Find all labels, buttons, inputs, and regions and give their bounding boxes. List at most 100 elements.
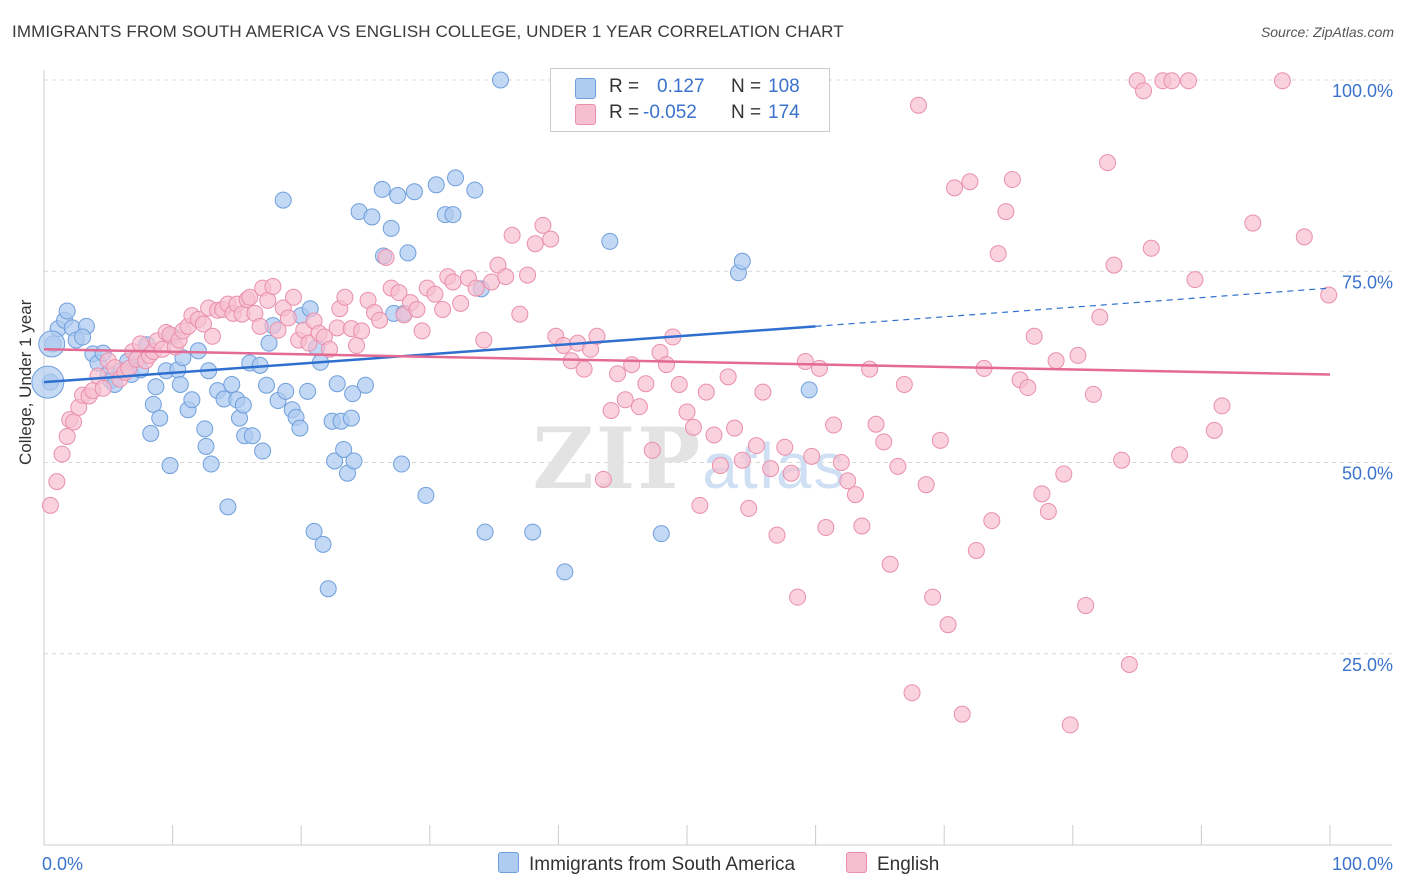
point-english [194, 315, 212, 333]
point-english [336, 288, 354, 306]
trend-line-immigrants [43, 325, 816, 384]
point-english [1025, 327, 1043, 345]
point-english [1180, 72, 1198, 90]
point-immigrants [389, 187, 407, 205]
point-english [997, 203, 1015, 221]
point-immigrants [243, 427, 261, 445]
point-english [511, 305, 529, 323]
point-english [989, 245, 1007, 263]
point-english [881, 555, 899, 573]
x-tick-label: 0.0% [42, 854, 83, 874]
point-immigrants [223, 375, 241, 393]
trend-line-english [43, 348, 1331, 376]
point-english [762, 460, 780, 478]
point-english [542, 230, 560, 248]
point-immigrants [202, 455, 220, 473]
point-immigrants [171, 375, 189, 393]
point-immigrants [291, 419, 309, 437]
point-immigrants [183, 391, 201, 409]
point-english [670, 375, 688, 393]
point-immigrants [257, 376, 275, 394]
point-immigrants [601, 232, 619, 250]
point-english [825, 416, 843, 434]
gridlines [44, 79, 1392, 655]
bottom-legend-english: English [846, 852, 939, 876]
point-immigrants [314, 535, 332, 553]
point-english [269, 321, 287, 339]
point-immigrants [345, 452, 363, 470]
point-immigrants [524, 523, 542, 541]
point-english [697, 383, 715, 401]
point-english [1039, 502, 1057, 520]
point-immigrants [800, 381, 818, 399]
point-english [924, 588, 942, 606]
point-english [264, 278, 282, 296]
trend-line-immigrants-extension [815, 287, 1331, 327]
point-english [519, 266, 537, 284]
point-english [1105, 256, 1123, 274]
point-immigrants [405, 183, 423, 201]
point-english [1163, 72, 1181, 90]
point-english [726, 419, 744, 437]
legend-n-label: N = [731, 76, 762, 97]
point-immigrants [274, 191, 292, 209]
legend-swatch-blue [575, 78, 596, 99]
point-english [861, 360, 879, 378]
point-english [733, 451, 751, 469]
point-english [637, 375, 655, 393]
point-english [961, 173, 979, 191]
bottom-legend-swatch-pink [846, 852, 867, 873]
correlation-legend: R = 0.127 N = 108 R = -0.052 N = 174 [550, 68, 830, 132]
point-english [371, 311, 389, 329]
point-english [300, 334, 318, 352]
point-english [839, 472, 857, 490]
tick-labels: 25.0% 50.0% 75.0% 100.0% 0.0% 100.0% [42, 81, 1393, 874]
point-english [1113, 451, 1131, 469]
point-english [1077, 597, 1095, 615]
point-english [1273, 72, 1291, 90]
point-english [1120, 655, 1138, 673]
point-english [353, 322, 371, 340]
point-immigrants [492, 71, 510, 89]
point-immigrants [328, 375, 346, 393]
point-immigrants [417, 486, 435, 504]
point-immigrants [234, 396, 252, 414]
point-immigrants [733, 252, 751, 270]
point-english [939, 616, 957, 634]
legend-r-value: -0.052 [643, 102, 697, 123]
point-immigrants [342, 409, 360, 427]
point-english [616, 391, 634, 409]
point-english [1244, 214, 1262, 232]
point-english [1091, 308, 1109, 326]
point-english [48, 473, 66, 491]
point-immigrants [399, 244, 417, 262]
point-immigrants [38, 330, 66, 358]
point-immigrants [151, 409, 169, 427]
chart-title: IMMIGRANTS FROM SOUTH AMERICA VS ENGLISH… [12, 22, 844, 41]
point-english [1003, 170, 1021, 188]
point-english [889, 457, 907, 475]
point-english [810, 359, 828, 377]
point-immigrants [427, 176, 445, 194]
y-axis-label: College, Under 1 year [16, 299, 35, 465]
point-english [483, 273, 501, 291]
point-english [931, 431, 949, 449]
point-english [817, 519, 835, 537]
point-immigrants [197, 437, 215, 455]
point-english [1213, 397, 1231, 415]
point-english [251, 317, 269, 335]
point-english [1084, 385, 1102, 403]
point-english [408, 301, 426, 318]
point-english [426, 285, 444, 303]
legend-r-label: R = [609, 76, 640, 97]
legend-swatch-pink [575, 104, 596, 125]
point-immigrants [196, 420, 214, 438]
bottom-legend-swatch-blue [498, 852, 519, 873]
bottom-legend-label: English [877, 854, 940, 875]
trend-lines [43, 287, 1331, 384]
point-english [1069, 346, 1087, 364]
point-english [832, 454, 850, 471]
point-english [917, 476, 935, 494]
point-immigrants [447, 169, 465, 187]
point-english [782, 464, 800, 482]
